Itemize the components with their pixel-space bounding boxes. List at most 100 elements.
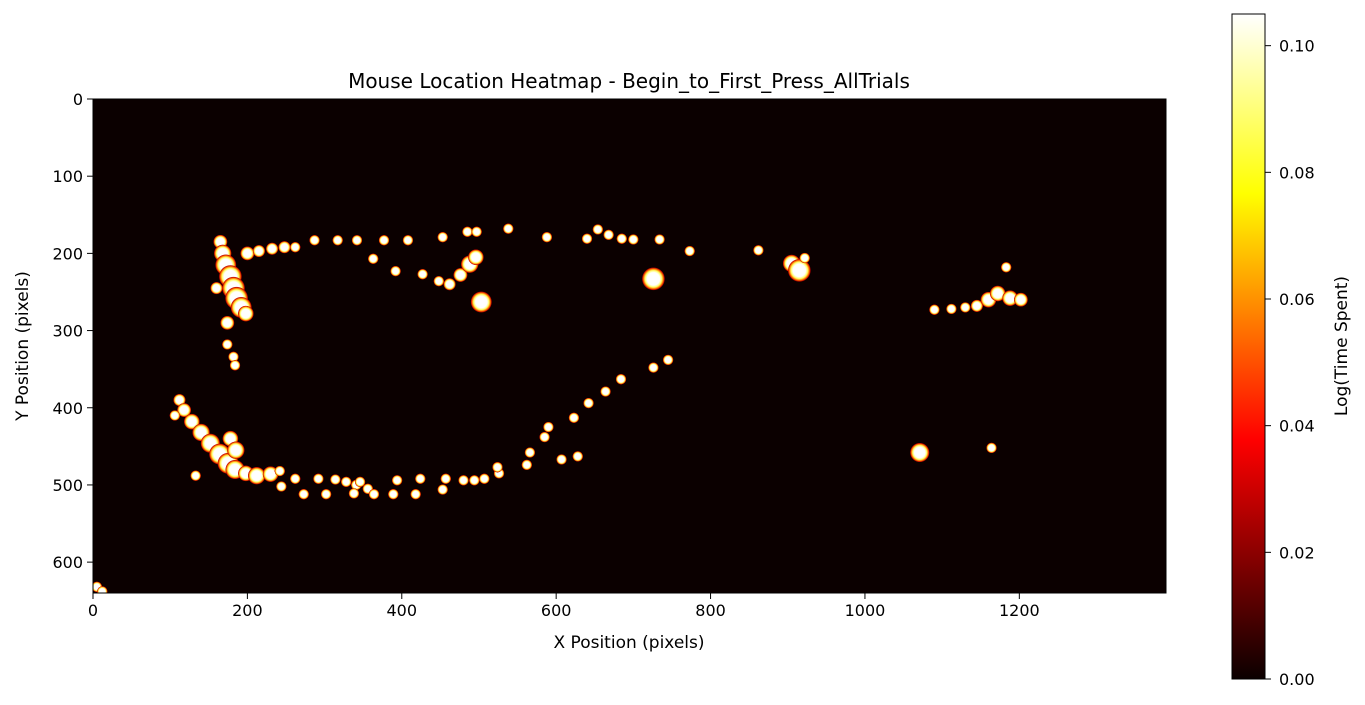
heat-spot <box>309 234 320 246</box>
heat-spot <box>648 362 659 373</box>
plot-frame <box>92 98 1167 594</box>
heat-spot <box>615 373 627 385</box>
heat-spot <box>226 441 245 460</box>
heat-spot <box>351 234 363 246</box>
colorbar-tick-label: 0.10 <box>1279 37 1315 56</box>
x-tick-label: 1000 <box>845 601 886 620</box>
heat-spot <box>229 359 241 371</box>
x-tick-label: 400 <box>387 601 418 620</box>
x-tick-label: 800 <box>695 601 726 620</box>
heat-spot <box>210 281 223 295</box>
heat-spot <box>252 244 266 258</box>
heat-spot <box>221 339 233 350</box>
heat-spot <box>521 459 533 471</box>
heat-spot <box>471 226 482 238</box>
colorbar-tick-label: 0.00 <box>1279 670 1315 689</box>
colorbar-tick-label: 0.04 <box>1279 417 1315 436</box>
heat-spot <box>946 303 957 315</box>
heat-spot <box>753 244 764 256</box>
heat-spot <box>989 285 1006 302</box>
heat-spot <box>628 234 639 245</box>
heat-spot <box>986 442 997 454</box>
heat-spot <box>543 421 554 433</box>
heat-spot <box>220 315 235 330</box>
heat-spot <box>378 234 390 246</box>
heat-spot <box>190 470 201 482</box>
heat-spot <box>539 431 550 443</box>
colorbar-tick-label: 0.06 <box>1279 290 1315 309</box>
heat-spot <box>443 278 456 291</box>
heat-spot <box>387 488 399 500</box>
heat-spot <box>391 474 403 486</box>
y-tick-label: 100 <box>52 167 83 186</box>
heat-spot <box>556 454 567 465</box>
y-tick-label: 500 <box>52 476 83 495</box>
heat-spot <box>390 265 401 277</box>
heat-spot <box>572 451 584 462</box>
heat-spot <box>583 397 594 409</box>
x-axis-ticks: 0 200 400 600 800 1000 1200 <box>88 593 1040 620</box>
heat-spot <box>320 488 332 500</box>
heat-spot <box>479 473 490 485</box>
heat-spot <box>1000 261 1012 273</box>
heat-spot <box>603 229 614 241</box>
heat-spot <box>437 484 449 495</box>
heat-spot <box>654 234 665 245</box>
colorbar-label: Log(Time Spent) <box>1332 276 1352 416</box>
heat-spot <box>410 488 421 500</box>
colorbar-tick-label: 0.02 <box>1279 543 1315 562</box>
x-tick-label: 1200 <box>999 601 1040 620</box>
heat-spot <box>96 586 108 593</box>
heat-spot <box>274 465 286 477</box>
heat-spot <box>467 249 484 266</box>
heat-spot <box>799 252 811 264</box>
heat-spot <box>641 267 665 291</box>
heat-spot <box>298 488 310 500</box>
heat-spot <box>453 267 468 283</box>
heat-spot <box>417 268 428 280</box>
heat-spot <box>929 304 940 316</box>
heat-spot <box>492 461 503 473</box>
heat-spot <box>348 488 360 499</box>
y-tick-label: 300 <box>52 322 83 341</box>
heat-spot <box>332 234 344 246</box>
heat-spot <box>524 447 536 458</box>
x-tick-label: 0 <box>88 601 98 620</box>
heat-spot <box>616 233 628 245</box>
heat-spot <box>414 473 426 485</box>
y-axis-label: Y Position (pixels) <box>13 271 33 422</box>
heat-spot <box>330 474 341 485</box>
heat-spot <box>228 351 239 363</box>
heat-spot <box>313 473 324 485</box>
heat-spot <box>581 233 593 245</box>
x-axis-label: X Position (pixels) <box>554 633 705 653</box>
heat-spot <box>354 476 366 488</box>
chart-title: Mouse Location Heatmap - Begin_to_First_… <box>348 69 910 93</box>
heat-spot <box>1013 292 1028 307</box>
heat-spot <box>278 240 291 254</box>
heat-spot <box>787 258 811 282</box>
colorbar-ticks: 0.00 0.02 0.04 0.06 0.08 0.10 <box>1265 37 1315 689</box>
heat-spot <box>368 488 380 500</box>
heat-spot <box>909 442 930 463</box>
heat-spot <box>433 275 445 287</box>
heat-spot <box>959 302 971 313</box>
heat-spot <box>462 226 473 238</box>
heat-spot <box>265 242 279 255</box>
heat-spot <box>469 474 480 486</box>
heat-spot <box>541 231 553 243</box>
y-tick-label: 0 <box>73 90 83 109</box>
heat-spot <box>247 466 266 485</box>
heat-spots <box>93 223 1028 593</box>
heat-spot <box>289 241 301 253</box>
heat-spot <box>600 386 611 397</box>
heat-spot <box>684 245 696 257</box>
y-axis-ticks: 0 100 200 300 400 500 600 <box>52 90 93 572</box>
heat-spot <box>1002 290 1019 307</box>
heat-spot <box>169 410 181 421</box>
heat-spot <box>402 234 414 246</box>
heat-spot <box>592 224 604 235</box>
heat-spot <box>340 476 352 488</box>
y-tick-label: 200 <box>52 244 83 263</box>
